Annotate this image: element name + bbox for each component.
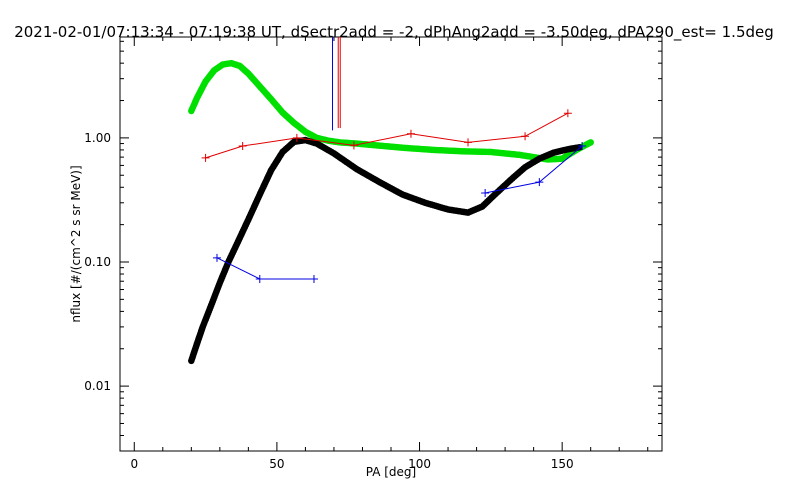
series-0-point	[587, 139, 594, 146]
x-tick-label: 0	[130, 457, 138, 471]
x-tick-label: 150	[551, 457, 574, 471]
series-2-plus-marker	[292, 133, 301, 142]
series-4-plus-marker	[535, 178, 544, 187]
series-2-plus-marker	[238, 142, 247, 151]
series-3-plus-marker	[309, 274, 318, 283]
y-tick-label: 0.01	[84, 379, 111, 393]
series-3-plus-marker	[255, 274, 264, 283]
x-axis-label: PA [deg]	[366, 465, 416, 479]
series-2-plus-marker	[349, 141, 358, 150]
y-tick-label: 0.10	[84, 255, 111, 269]
x-tick-label: 100	[408, 457, 431, 471]
x-tick-label: 50	[269, 457, 284, 471]
plot-frame	[119, 36, 663, 452]
series-4-plus-marker	[481, 188, 490, 197]
y-axis-label: nflux [#/(cm^2 s sr MeV)]	[69, 165, 83, 322]
series-4-plus-marker	[578, 142, 587, 151]
series-2-plus-marker	[464, 138, 473, 147]
y-tick-label: 1.00	[84, 131, 111, 145]
series-2-plus-marker	[563, 109, 572, 118]
chart-marks	[188, 37, 594, 365]
series-2-plus-marker	[406, 129, 415, 138]
series-2-plus-marker	[201, 153, 210, 162]
chart-title: 2021-02-01/07:13:34 - 07:19:38 UT, dSect…	[14, 23, 774, 42]
series-3-plus-marker	[212, 253, 221, 262]
series-2-line	[205, 112, 569, 159]
series-2-plus-marker	[521, 132, 530, 141]
series-1-point	[575, 143, 583, 151]
chart-axes: 0 50 100 150 0.01 0.10 1.00	[84, 37, 662, 471]
